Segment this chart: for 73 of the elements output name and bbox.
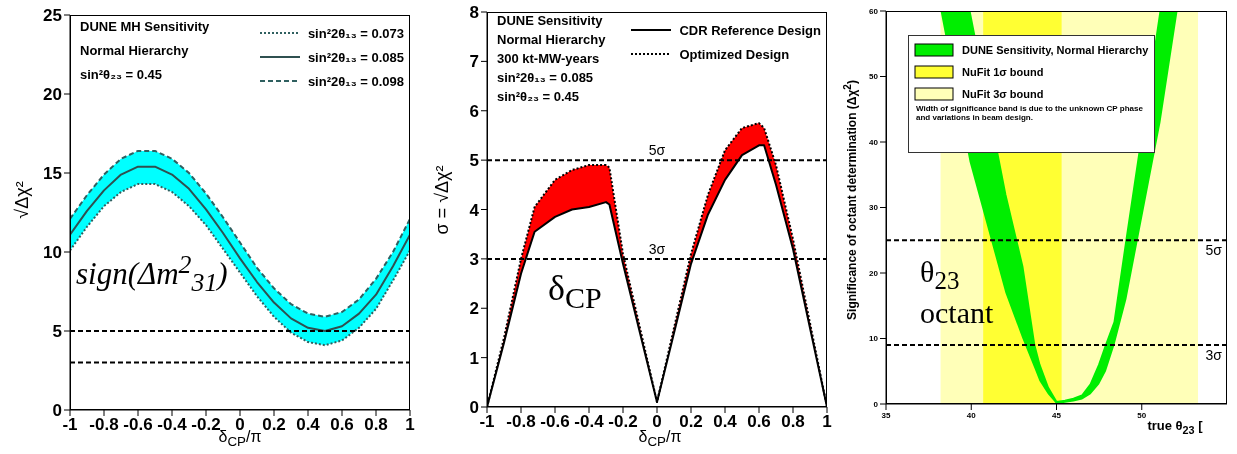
annotation: sin²θ₂₃ = 0.45 (497, 89, 580, 104)
y-tick-label: 60 (869, 6, 879, 16)
y-tick-label: 20 (43, 85, 62, 105)
y-tick-label: 40 (869, 137, 879, 147)
band-label: NuFit 3σ bound (962, 88, 1044, 100)
x-tick-label: 0.4 (713, 412, 738, 432)
y-tick-label: 7 (469, 52, 479, 72)
x-tick-label: 0.6 (747, 412, 771, 432)
legend-label: DUNE Sensitivity, Normal Hierarchy (962, 44, 1149, 56)
annotation: δ$_{CP}$ (548, 268, 602, 315)
y-axis-title: σ = √Δχ² (431, 165, 452, 235)
y-tick-label: 4 (469, 200, 480, 220)
annotation: sign(Δm$^{2}$$_{31}$) (76, 250, 228, 298)
ref-line-label: 5σ (648, 142, 666, 159)
x-tick-label: 0.6 (330, 415, 354, 435)
y-axis-title: √Δχ² (11, 181, 32, 219)
annotation: Normal Hierarchy (80, 43, 189, 58)
y-tick-label: 3 (469, 249, 479, 269)
x-tick-label: 0.2 (262, 415, 286, 435)
x-tick-label: -1 (479, 412, 495, 432)
x-tick-label: 0 (235, 415, 245, 435)
band-label: NuFit 1σ bound (962, 66, 1044, 78)
x-axis-title: true θ$_{23}$ [ (1147, 418, 1203, 436)
y-tick-label: 15 (43, 164, 62, 184)
annotation: sin²2θ₁₃ = 0.085 (497, 70, 594, 85)
y-tick-label: 5 (469, 151, 479, 171)
x-tick-label: 40 (966, 410, 977, 420)
y-tick-label: 10 (43, 243, 62, 263)
x-tick-label: 1 (405, 415, 415, 435)
annotation: Normal Hierarchy (497, 32, 606, 47)
x-tick-label: 0.8 (781, 412, 805, 432)
ref-line-label: 5σ (1205, 242, 1223, 259)
y-tick-label: 50 (869, 72, 879, 82)
x-tick-label: 45 (1052, 410, 1062, 420)
legend-label: sin²2θ₁₃ = 0.085 (307, 49, 404, 65)
line-series (70, 183, 410, 347)
legend-label: CDR Reference Design (679, 22, 821, 38)
x-tick-label: 0.2 (679, 412, 703, 432)
x-tick-label: -0.4 (574, 412, 605, 432)
y-tick-label: 20 (869, 268, 879, 278)
x-tick-label: 0.8 (364, 415, 388, 435)
x-tick-label: -0.2 (608, 412, 638, 432)
x-tick-label: -1 (62, 415, 78, 435)
y-tick-label: 0 (873, 399, 879, 409)
x-tick-label: 1 (822, 412, 832, 432)
y-tick-label: 1 (469, 348, 479, 368)
y-tick-label: 8 (469, 3, 479, 23)
y-tick-label: 10 (869, 334, 879, 344)
x-tick-label: 0.4 (296, 415, 321, 435)
annotation: sin²θ₂₃ = 0.45 (80, 67, 163, 82)
y-tick-label: 30 (869, 203, 879, 213)
x-tick-label: 50 (1137, 410, 1147, 420)
x-tick-label: 35 (881, 410, 891, 420)
y-tick-label: 2 (469, 299, 479, 319)
x-tick-label: -0.8 (506, 412, 536, 432)
annotation: Width of significance band is due to the unknown CP phase and variations in beam design. (916, 104, 1143, 123)
legend-label: sin²2θ₁₃ = 0.098 (307, 73, 404, 89)
annotation: 300 kt-MW-years (497, 51, 600, 66)
y-tick-label: 25 (43, 6, 62, 26)
x-tick-label: -0.6 (123, 415, 153, 435)
annotation: DUNE MH Sensitivity (80, 19, 210, 34)
legend-label: sin²2θ₁₃ = 0.073 (307, 25, 404, 41)
x-tick-label: -0.8 (89, 415, 119, 435)
y-tick-label: 5 (52, 322, 62, 342)
legend-label: Optimized Design (679, 46, 790, 62)
y-tick-label: 6 (469, 101, 479, 121)
x-tick-label: -0.2 (191, 415, 221, 435)
ref-line-label: 3σ (1205, 346, 1223, 363)
annotation: θ$_{23}$ octant (920, 255, 994, 329)
x-tick-label: -0.6 (540, 412, 570, 432)
x-tick-label: -0.4 (157, 415, 188, 435)
ref-line-label: 3σ (648, 240, 666, 257)
annotation: DUNE Sensitivity (497, 13, 603, 28)
